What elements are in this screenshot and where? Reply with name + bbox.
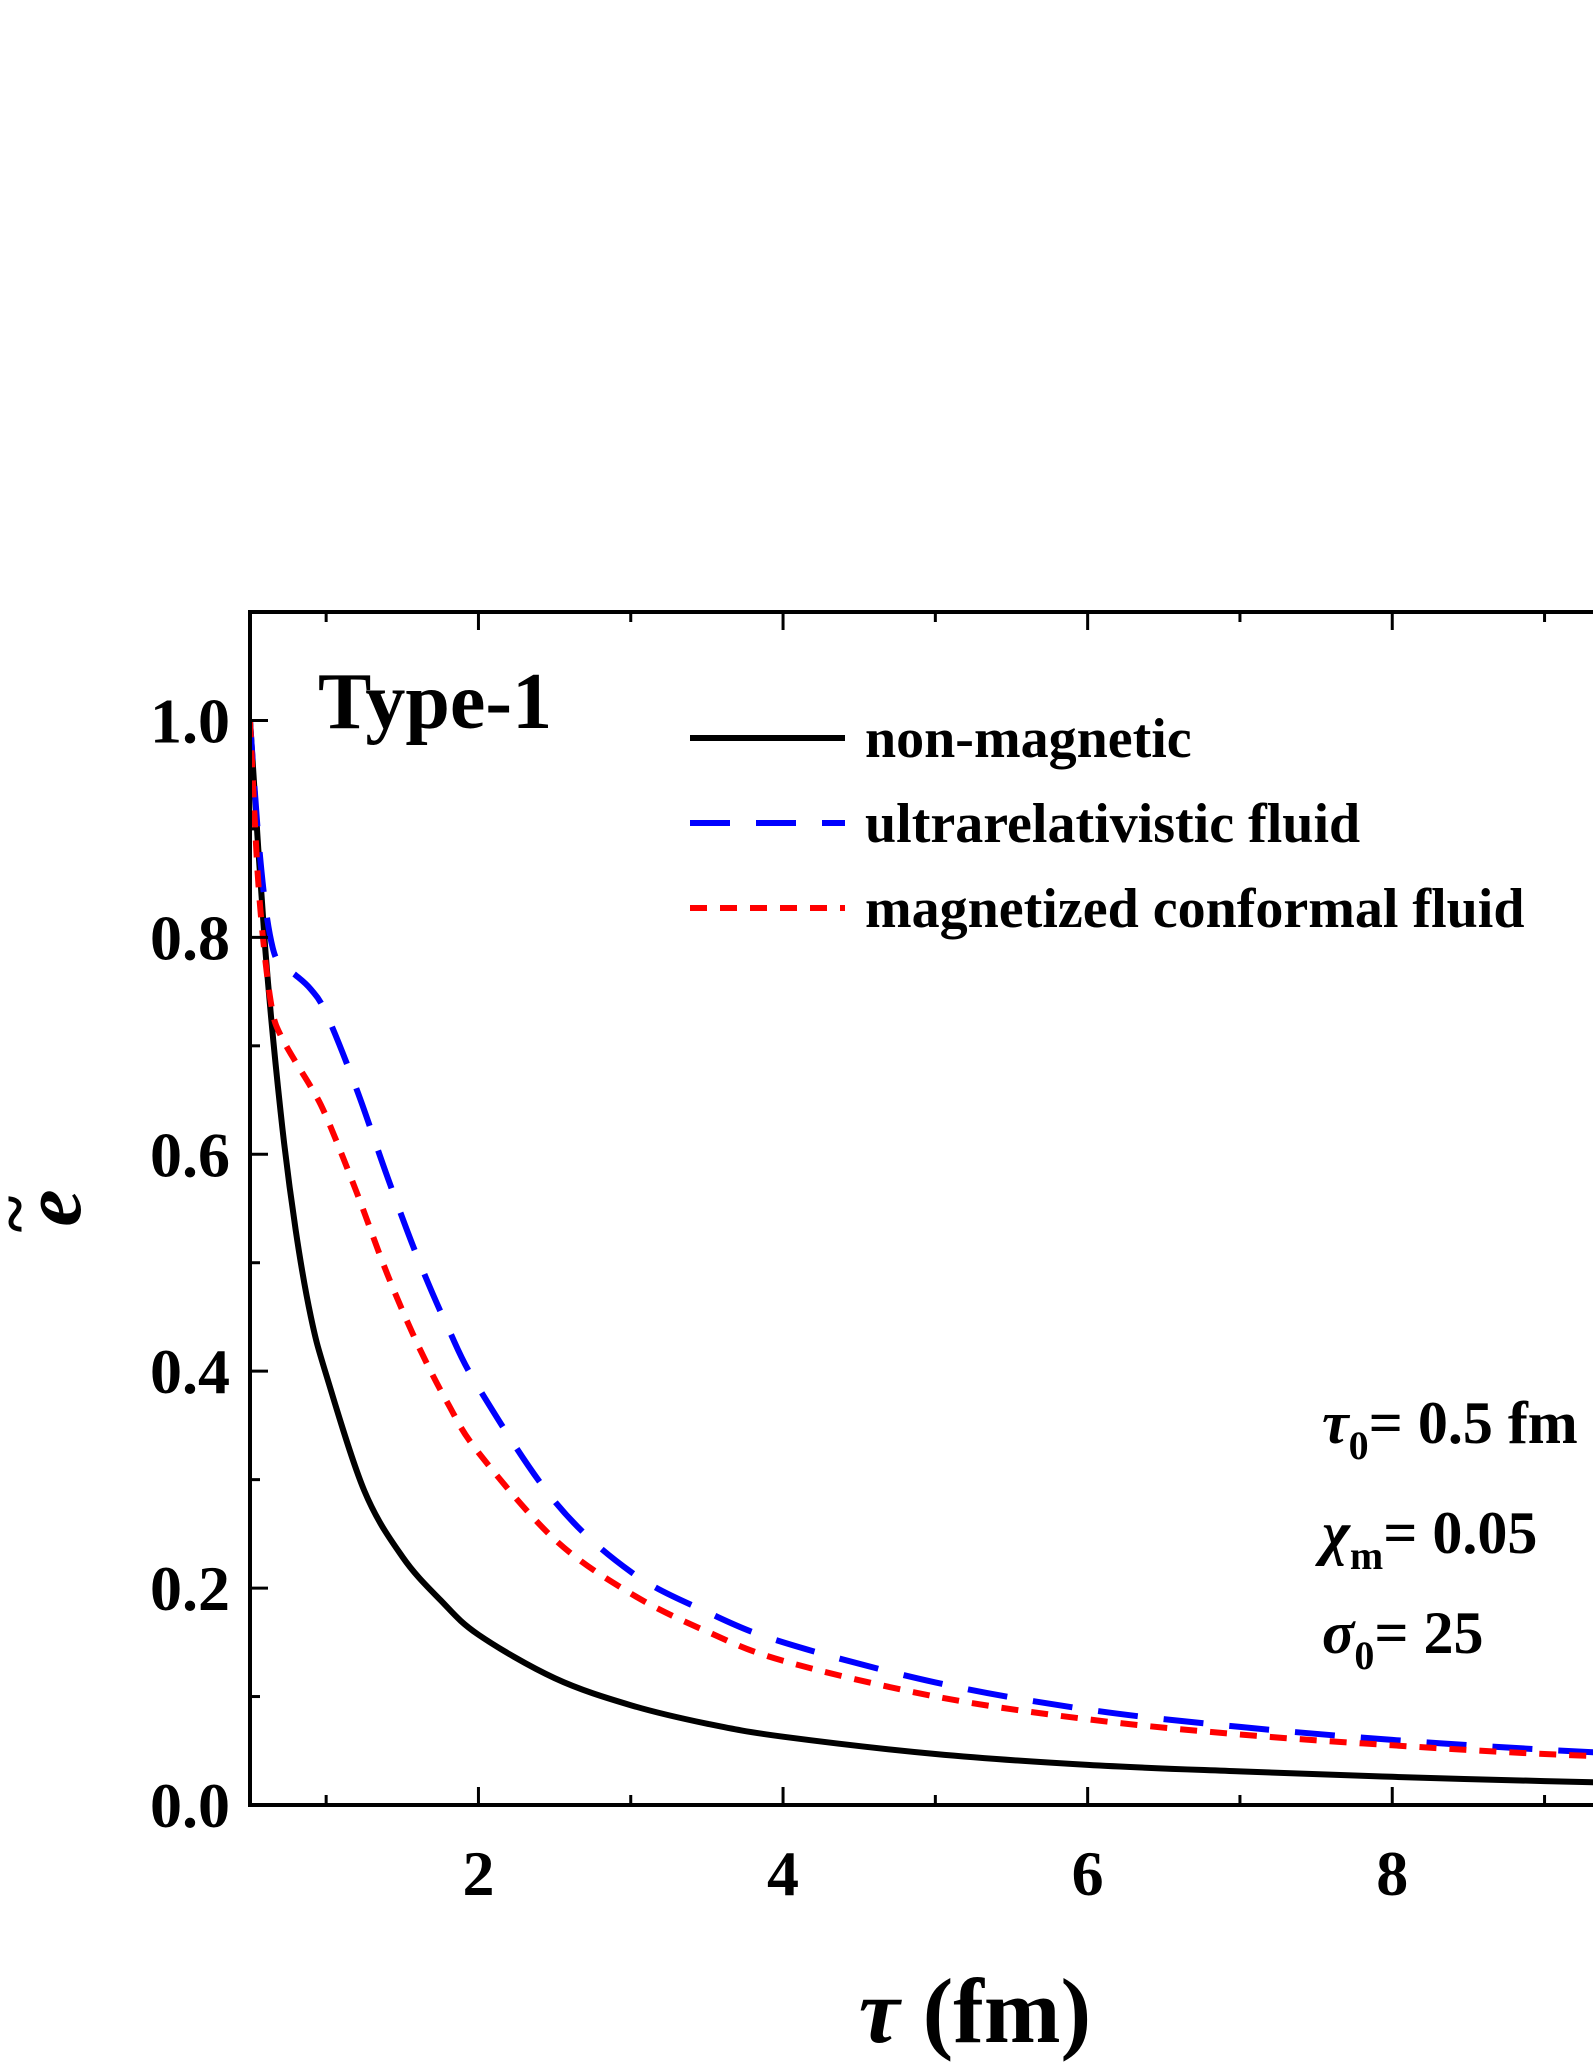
- y-tick-label: 0.4: [150, 1336, 230, 1407]
- x-axis-label-unit: (fm): [900, 1960, 1092, 2062]
- y-tick-label: 1.0: [150, 685, 230, 756]
- series-line-magnetized-conformal-fluid: [250, 720, 1593, 1759]
- y-axis-label-symbol: e: [6, 1189, 99, 1226]
- y-tick-label: 0.6: [150, 1119, 230, 1190]
- panel-label: Type-1: [318, 658, 552, 746]
- x-axis-label: τ (fm): [859, 1960, 1091, 2062]
- annotation-symbol: σ: [1322, 1600, 1356, 1666]
- x-tick-label: 8: [1376, 1838, 1408, 1909]
- x-tick-label: 6: [1072, 1838, 1104, 1909]
- y-axis-label: ~ e: [0, 1189, 99, 1232]
- annotation-subscript: 0: [1354, 1633, 1374, 1678]
- y-tick-label: 0.0: [150, 1770, 230, 1841]
- y-tick-label: 0.2: [150, 1553, 230, 1624]
- plot-frame: [248, 610, 1593, 1807]
- x-axis-label-symbol: τ: [859, 1960, 903, 2062]
- annotation-text: χm= 0.05: [1315, 1500, 1537, 1578]
- annotation-symbol: τ: [1322, 1390, 1351, 1456]
- annotation-text: τ0= 0.5 fm: [1322, 1390, 1578, 1468]
- annotation-subscript: 0: [1349, 1423, 1369, 1468]
- y-axis-label-accent: ~: [0, 1196, 54, 1232]
- annotation-subscript: m: [1350, 1533, 1383, 1578]
- annotation-symbol: χ: [1315, 1500, 1351, 1566]
- legend: non-magnetic ultrarelativistic fluid magne…: [690, 708, 1524, 940]
- annotation-value: = 25: [1374, 1600, 1483, 1666]
- y-tick-label: 0.8: [150, 902, 230, 973]
- x-tick-label: 2: [462, 1838, 494, 1909]
- legend-label: non-magnetic: [865, 708, 1192, 770]
- legend-label: ultrarelativistic fluid: [865, 793, 1360, 855]
- annotation-value: = 0.5 fm: [1369, 1390, 1578, 1456]
- legend-label: magnetized conformal fluid: [865, 878, 1524, 940]
- x-tick-label: 4: [767, 1838, 799, 1909]
- series-line-non-magnetic: [250, 720, 1593, 1786]
- annotation-text: σ0= 25: [1322, 1600, 1484, 1678]
- annotation-value: = 0.05: [1383, 1500, 1537, 1566]
- series-line-ultrarelativistic-fluid: [250, 720, 1593, 1756]
